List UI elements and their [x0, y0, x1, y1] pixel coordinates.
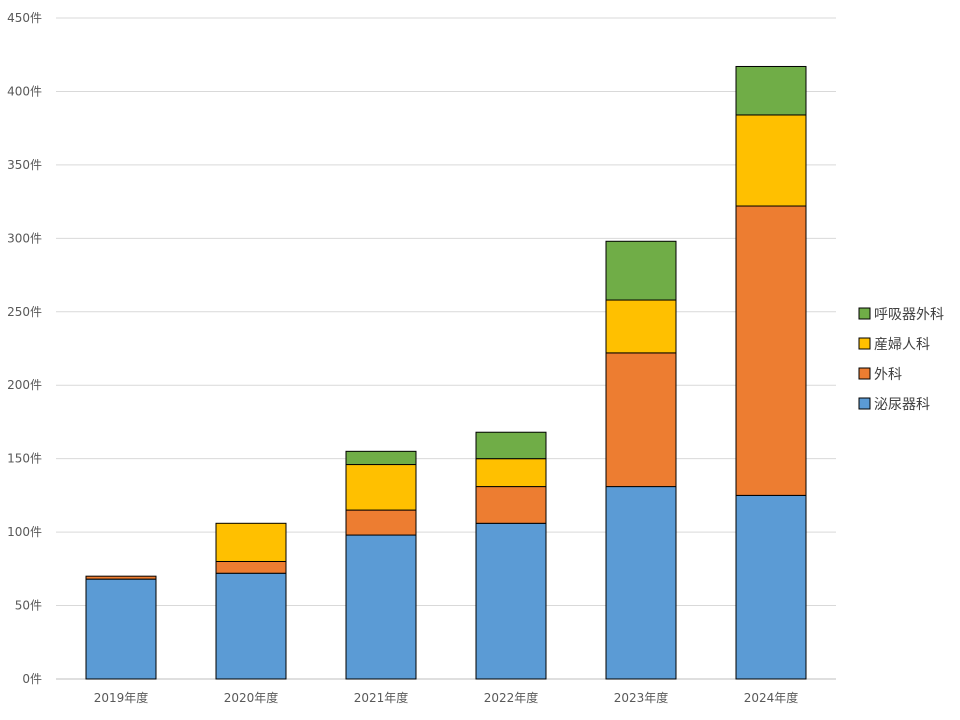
bar-segment [345, 450, 417, 466]
x-tick-label: 2021年度 [354, 690, 409, 705]
bar-segment [475, 522, 547, 680]
bar-segment [605, 486, 677, 680]
y-tick-label: 100件 [7, 525, 42, 539]
gridlines [56, 17, 836, 680]
y-tick-label: 150件 [7, 452, 42, 466]
bar-segment [475, 458, 547, 488]
legend-swatch [858, 307, 871, 320]
y-tick-label: 250件 [7, 305, 42, 319]
x-tick-label: 2019年度 [94, 690, 149, 705]
bar-segment [345, 464, 417, 511]
bar-segment [215, 522, 287, 562]
legend-label: 泌尿器科 [874, 397, 930, 413]
bar-segment [735, 114, 807, 207]
legend-label: 外科 [874, 367, 902, 383]
bar-segment [605, 299, 677, 354]
y-tick-label: 350件 [7, 158, 42, 172]
y-tick-label: 300件 [7, 231, 42, 245]
legend-swatch [858, 337, 871, 350]
legend-label: 産婦人科 [874, 336, 930, 353]
bar-segment [605, 352, 677, 488]
y-tick-label: 450件 [7, 11, 42, 25]
y-tick-label: 0件 [22, 672, 42, 686]
bar-segment [735, 205, 807, 496]
bar-segment [735, 494, 807, 680]
y-tick-label: 400件 [7, 84, 42, 98]
x-tick-label: 2024年度 [744, 690, 799, 705]
bar-segment [85, 578, 157, 680]
bar-segment [85, 575, 157, 580]
bar-segment [345, 534, 417, 680]
legend-label: 呼吸器外科 [874, 307, 944, 323]
y-tick-label: 200件 [7, 378, 42, 392]
x-axis-tick-labels: 2019年度 2020年度 2021年度 2022年度 2023年度 2024年度 [94, 690, 799, 705]
bar-segment [735, 65, 807, 116]
x-tick-label: 2020年度 [224, 690, 279, 705]
legend-swatch [858, 397, 871, 410]
bar-segment [475, 431, 547, 460]
y-axis-tick-labels: 0件 50件 100件 150件 200件 250件 300件 350件 400件 450件 [7, 11, 42, 686]
bar-segment [215, 560, 287, 574]
bar-segment [345, 509, 417, 536]
bar-segment [605, 240, 677, 301]
bar-segment [215, 572, 287, 680]
bars [85, 65, 807, 680]
x-tick-label: 2023年度 [614, 690, 669, 705]
x-tick-label: 2022年度 [484, 690, 539, 705]
y-tick-label: 50件 [15, 599, 42, 613]
legend-swatch [858, 367, 871, 380]
bar-segment [475, 486, 547, 524]
